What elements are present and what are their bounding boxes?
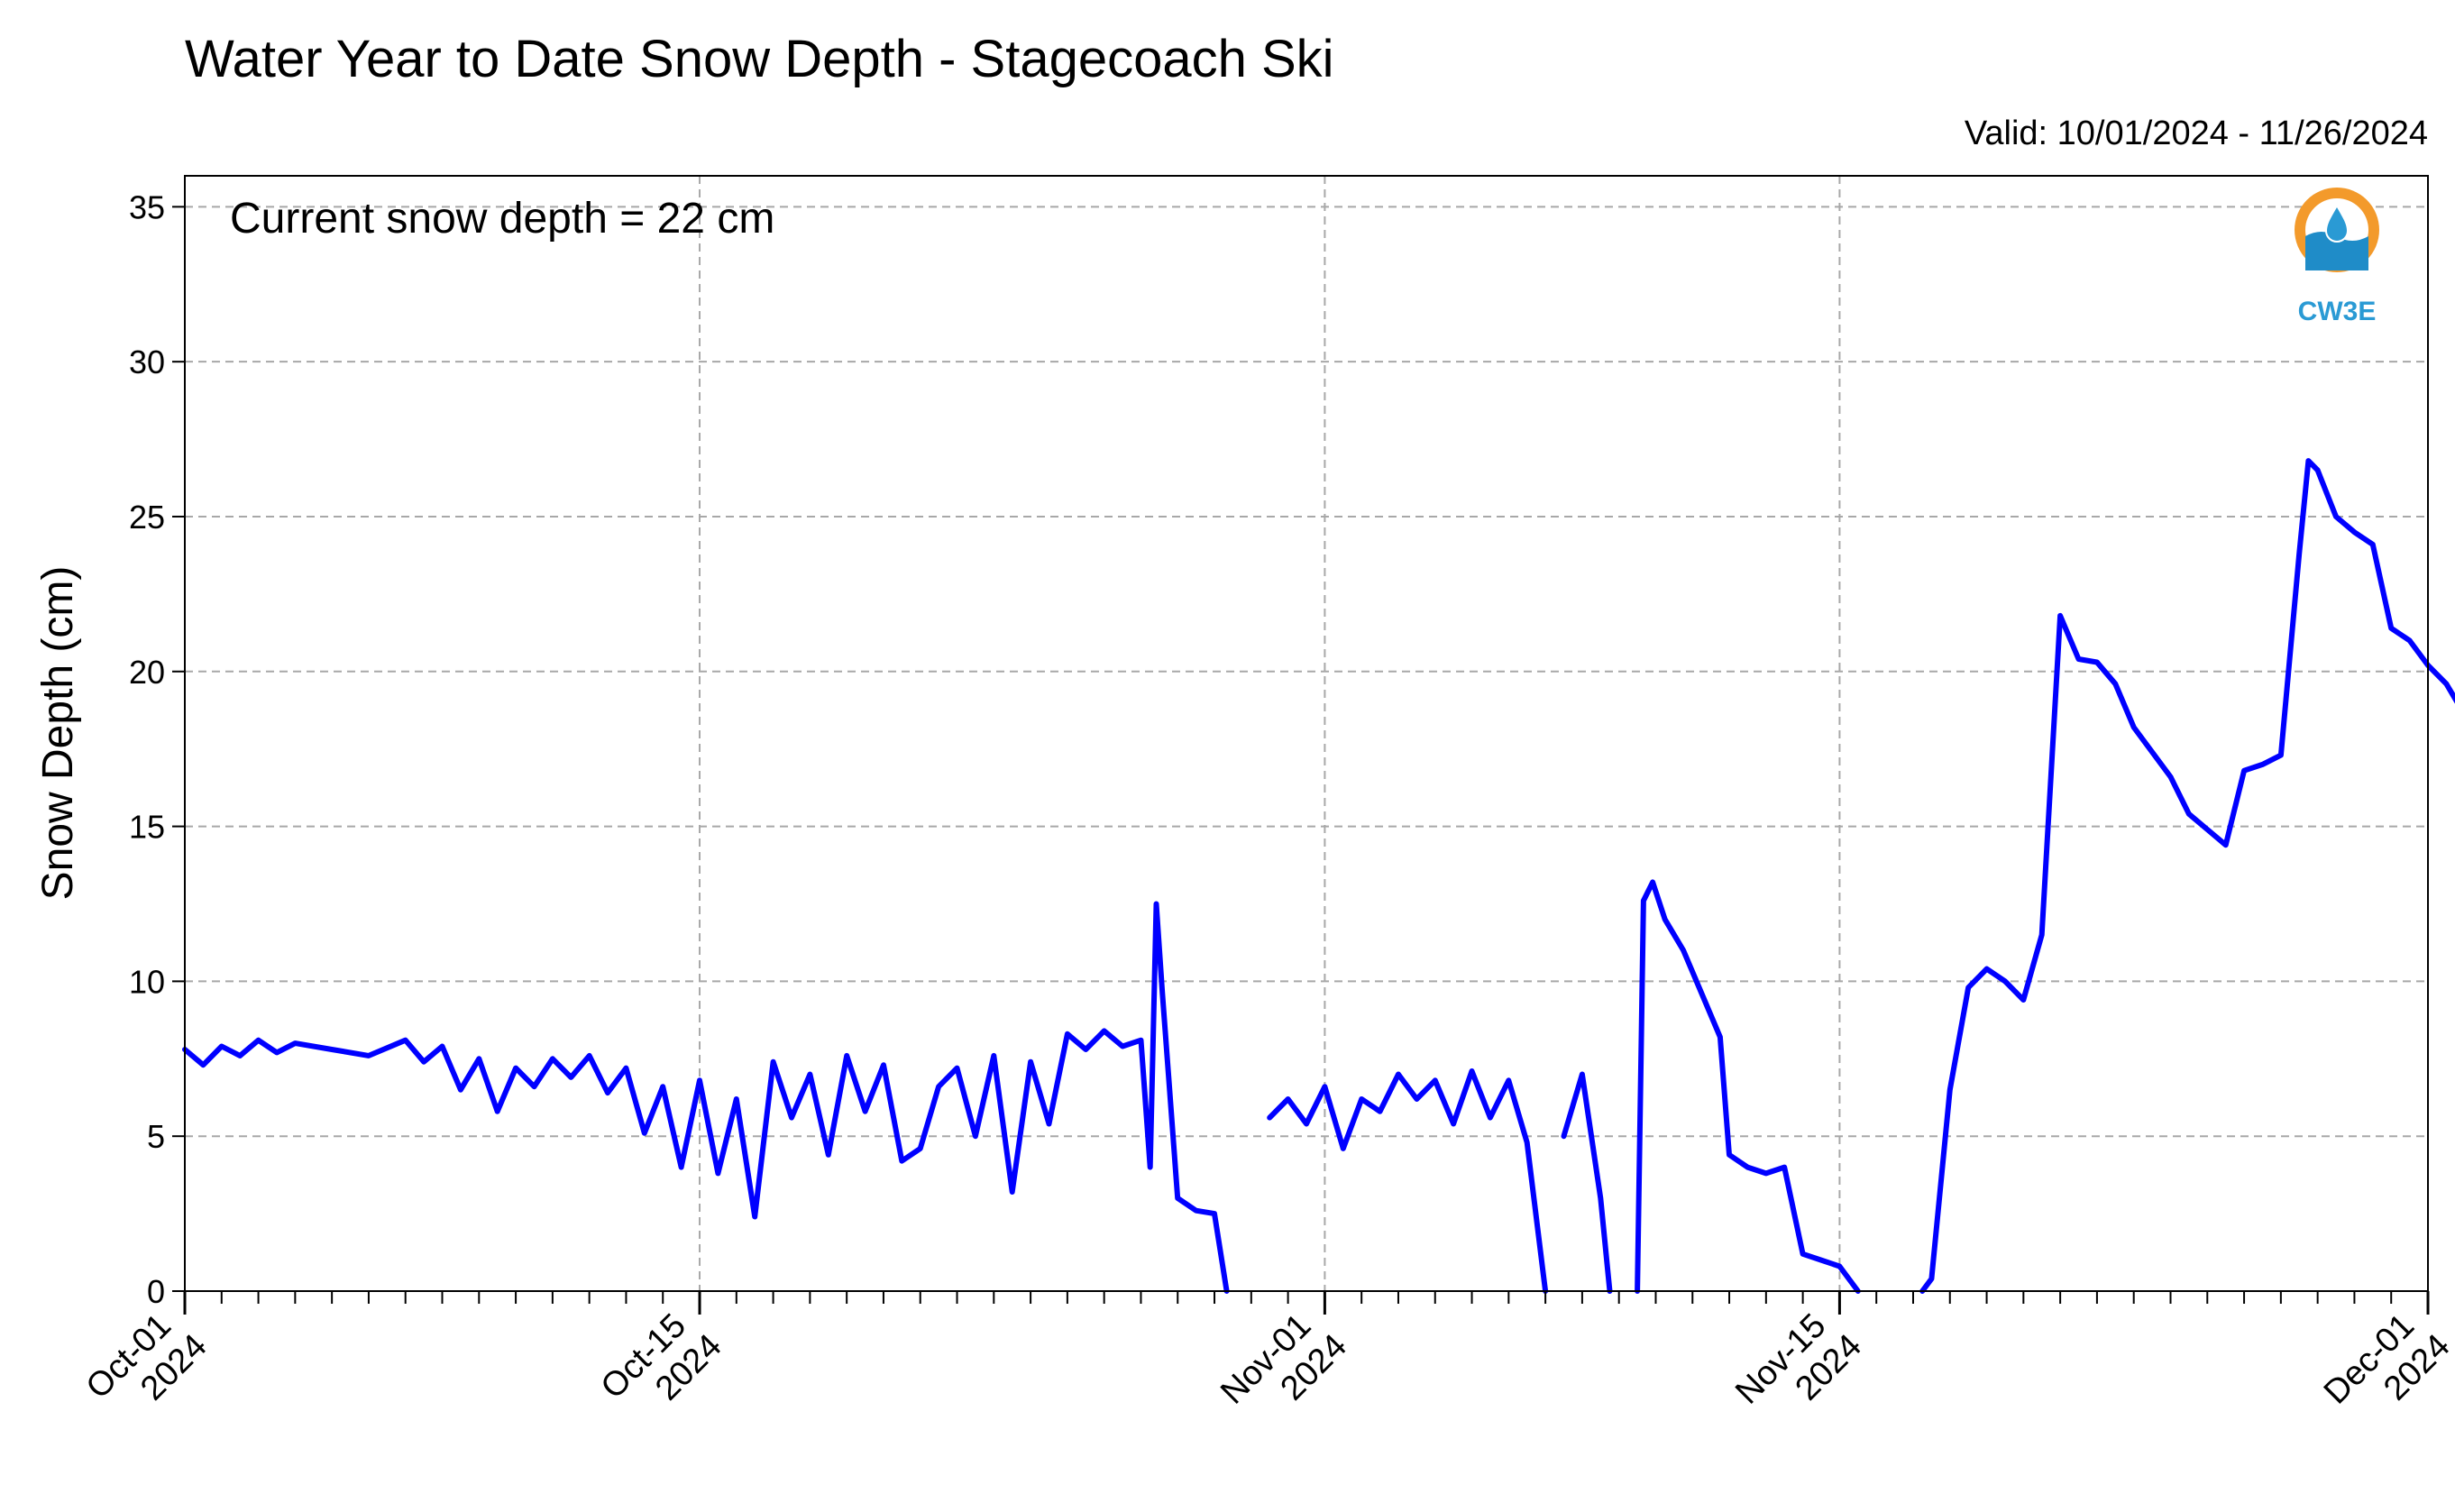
y-tick-label: 30	[129, 344, 165, 380]
plot-frame	[184, 175, 2429, 1292]
y-axis: 0 5 10 15 20 25 30 35	[129, 188, 185, 1310]
snow-depth-line-segment-2	[1267, 1068, 1549, 1294]
current-depth-annotation: Current snow depth = 22 cm	[230, 195, 774, 243]
logo-text: CW3E	[2298, 297, 2377, 326]
y-tick-label: 35	[129, 188, 165, 225]
y-tick-label: 10	[129, 963, 165, 1000]
logo-drop-icon	[2324, 203, 2350, 243]
valid-range-label: Valid: 10/01/2024 - 11/26/2024	[1965, 115, 2428, 152]
snow-depth-line-segment-1	[182, 901, 1230, 1294]
snow-depth-line-segment-5	[1919, 458, 2455, 1294]
gridlines	[185, 176, 2428, 1291]
y-tick-label: 25	[129, 499, 165, 536]
y-tick-label: 20	[129, 654, 165, 691]
snow-depth-line-segment-4	[1635, 879, 1861, 1294]
logo-wave-icon	[2305, 232, 2368, 270]
y-tick-label: 0	[147, 1273, 165, 1310]
y-axis-title: Snow Depth (cm)	[34, 566, 82, 901]
series-layer	[182, 458, 2455, 1294]
snow-depth-line-segment-3	[1561, 1071, 1613, 1294]
y-tick-label: 15	[129, 809, 165, 846]
chart-title: Water Year to Date Snow Depth - Stagecoa…	[185, 30, 1334, 88]
cw3e-logo: CW3E	[2295, 188, 2379, 326]
y-tick-label: 5	[147, 1118, 165, 1155]
